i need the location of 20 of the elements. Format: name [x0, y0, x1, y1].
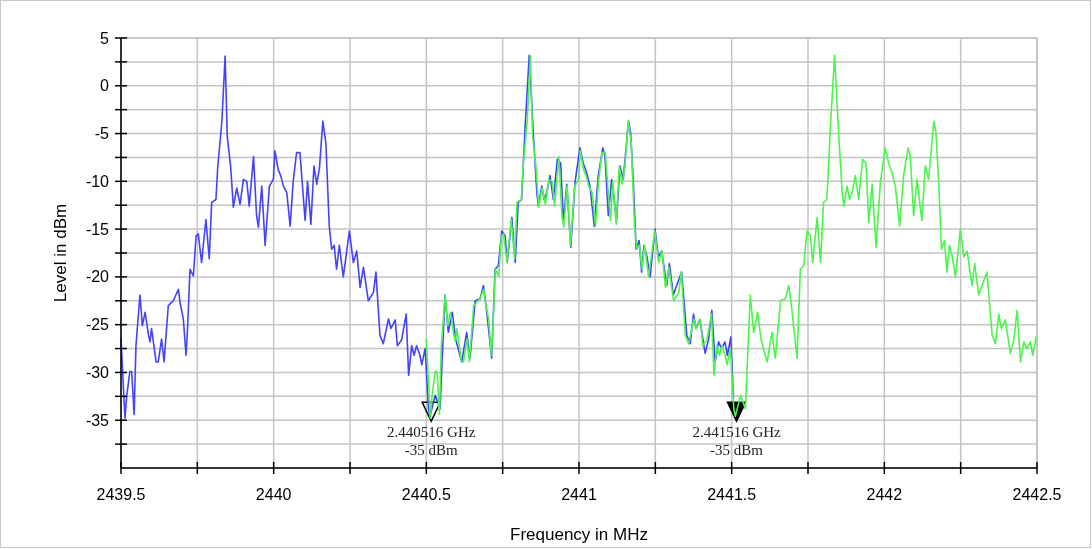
y-tick-label: -30	[85, 364, 110, 382]
y-axis-title: Level in dBm	[51, 203, 70, 303]
x-tick-label: 2439.5	[96, 486, 146, 503]
x-tick-label: 2441	[561, 486, 597, 503]
y-tick-label: -35	[85, 411, 110, 429]
x-tick-label: 2440.5	[401, 486, 451, 503]
y-tick-label: -15	[85, 220, 110, 238]
annotation: 2.440516 GHz -35 dBm	[387, 424, 476, 459]
x-tick-label: 2442.5	[1012, 486, 1062, 503]
x-tick-label: 2441.5	[707, 486, 757, 503]
y-tick-label: -10	[85, 172, 110, 190]
x-tick-label: 2440	[255, 486, 292, 503]
x-axis-title: Frequency in MHz	[510, 525, 648, 544]
y-tick-label: 0	[100, 77, 110, 95]
y-tick-label: -20	[85, 268, 110, 286]
y-tick-label: -25	[85, 316, 110, 334]
y-tick-label: 5	[100, 29, 110, 47]
x-tick-label: 2442	[866, 486, 903, 503]
annotation: 2.441516 GHz -35 dBm	[692, 424, 782, 459]
y-tick-label: -5	[94, 125, 110, 143]
